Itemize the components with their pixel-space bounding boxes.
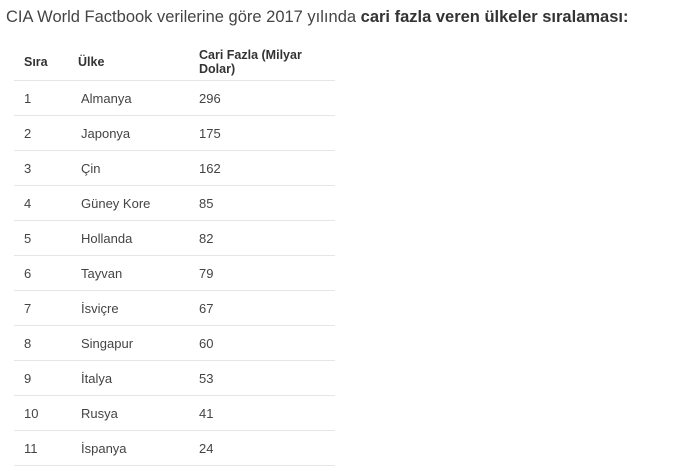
- table-row: 11 İspanya 24: [14, 431, 335, 466]
- table-row: 6 Tayvan 79: [14, 256, 335, 291]
- column-header-country: Ülke: [58, 44, 187, 81]
- cell-surplus: 85: [187, 186, 335, 221]
- cell-surplus: 60: [187, 326, 335, 361]
- current-account-surplus-table: Sıra Ülke Cari Fazla (Milyar Dolar) 1 Alm…: [14, 44, 335, 466]
- cell-country: Rusya: [58, 396, 187, 431]
- cell-surplus: 296: [187, 81, 335, 116]
- cell-rank: 3: [14, 151, 58, 186]
- cell-rank: 1: [14, 81, 58, 116]
- table-header-row: Sıra Ülke Cari Fazla (Milyar Dolar): [14, 44, 335, 81]
- cell-rank: 11: [14, 431, 58, 466]
- table-row: 9 İtalya 53: [14, 361, 335, 396]
- cell-rank: 7: [14, 291, 58, 326]
- cell-rank: 5: [14, 221, 58, 256]
- table-body: 1 Almanya 296 2 Japonya 175 3 Çin 162 4 Güney Kore…: [14, 81, 335, 466]
- cell-surplus: 162: [187, 151, 335, 186]
- cell-rank: 4: [14, 186, 58, 221]
- cell-country: İtalya: [58, 361, 187, 396]
- cell-surplus: 79: [187, 256, 335, 291]
- cell-surplus: 53: [187, 361, 335, 396]
- table-row: 5 Hollanda 82: [14, 221, 335, 256]
- cell-rank: 9: [14, 361, 58, 396]
- cell-country: Singapur: [58, 326, 187, 361]
- heading-prefix: CIA World Factbook verilerine göre 2017 …: [6, 8, 361, 26]
- cell-rank: 8: [14, 326, 58, 361]
- table-row: 2 Japonya 175: [14, 116, 335, 151]
- column-header-surplus: Cari Fazla (Milyar Dolar): [187, 44, 335, 81]
- table-row: 1 Almanya 296: [14, 81, 335, 116]
- cell-rank: 2: [14, 116, 58, 151]
- cell-rank: 10: [14, 396, 58, 431]
- table-row: 7 İsviçre 67: [14, 291, 335, 326]
- cell-surplus: 41: [187, 396, 335, 431]
- cell-country: Çin: [58, 151, 187, 186]
- cell-country: Güney Kore: [58, 186, 187, 221]
- cell-country: İspanya: [58, 431, 187, 466]
- cell-country: Hollanda: [58, 221, 187, 256]
- table-row: 8 Singapur 60: [14, 326, 335, 361]
- cell-surplus: 24: [187, 431, 335, 466]
- table-row: 4 Güney Kore 85: [14, 186, 335, 221]
- page-heading: CIA World Factbook verilerine göre 2017 …: [6, 6, 628, 28]
- cell-country: İsviçre: [58, 291, 187, 326]
- cell-surplus: 67: [187, 291, 335, 326]
- cell-rank: 6: [14, 256, 58, 291]
- cell-country: Japonya: [58, 116, 187, 151]
- cell-surplus: 82: [187, 221, 335, 256]
- column-header-rank: Sıra: [14, 44, 58, 81]
- cell-country: Almanya: [58, 81, 187, 116]
- heading-emphasis: cari fazla veren ülkeler sıralaması:: [361, 8, 629, 26]
- table-row: 10 Rusya 41: [14, 396, 335, 431]
- cell-surplus: 175: [187, 116, 335, 151]
- cell-country: Tayvan: [58, 256, 187, 291]
- table-row: 3 Çin 162: [14, 151, 335, 186]
